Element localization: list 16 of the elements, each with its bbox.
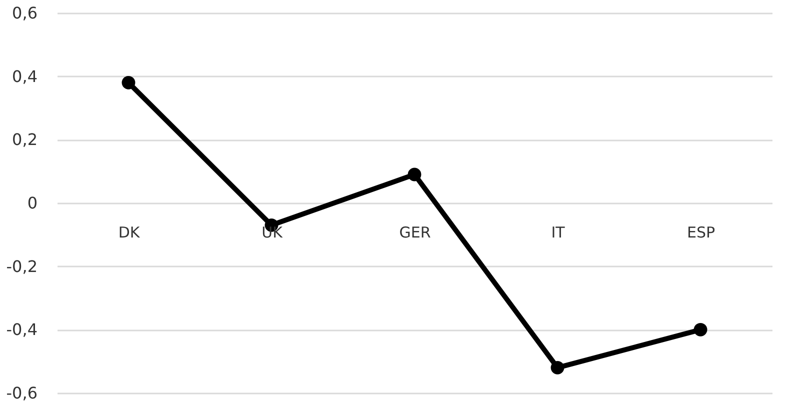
- y-tick-label: 0,4: [12, 66, 38, 86]
- point: [694, 322, 708, 336]
- x-tick-label: ESP: [686, 224, 716, 242]
- x-tick-label: DK: [118, 224, 141, 242]
- y-tick-label: 0,2: [12, 130, 38, 150]
- x-tick-label: GER: [399, 224, 431, 242]
- point: [122, 76, 136, 90]
- y-tick-label: 0,6: [12, 4, 38, 22]
- x-tick-label: IT: [551, 224, 566, 242]
- point: [408, 168, 422, 182]
- y-tick-label: -0,6: [6, 384, 38, 402]
- y-tick-label: -0,4: [6, 320, 38, 340]
- y-tick-label: -0,2: [6, 256, 38, 276]
- y-tick-label: 0: [27, 194, 38, 212]
- x-tick-label: UK: [262, 224, 284, 242]
- point: [550, 360, 564, 374]
